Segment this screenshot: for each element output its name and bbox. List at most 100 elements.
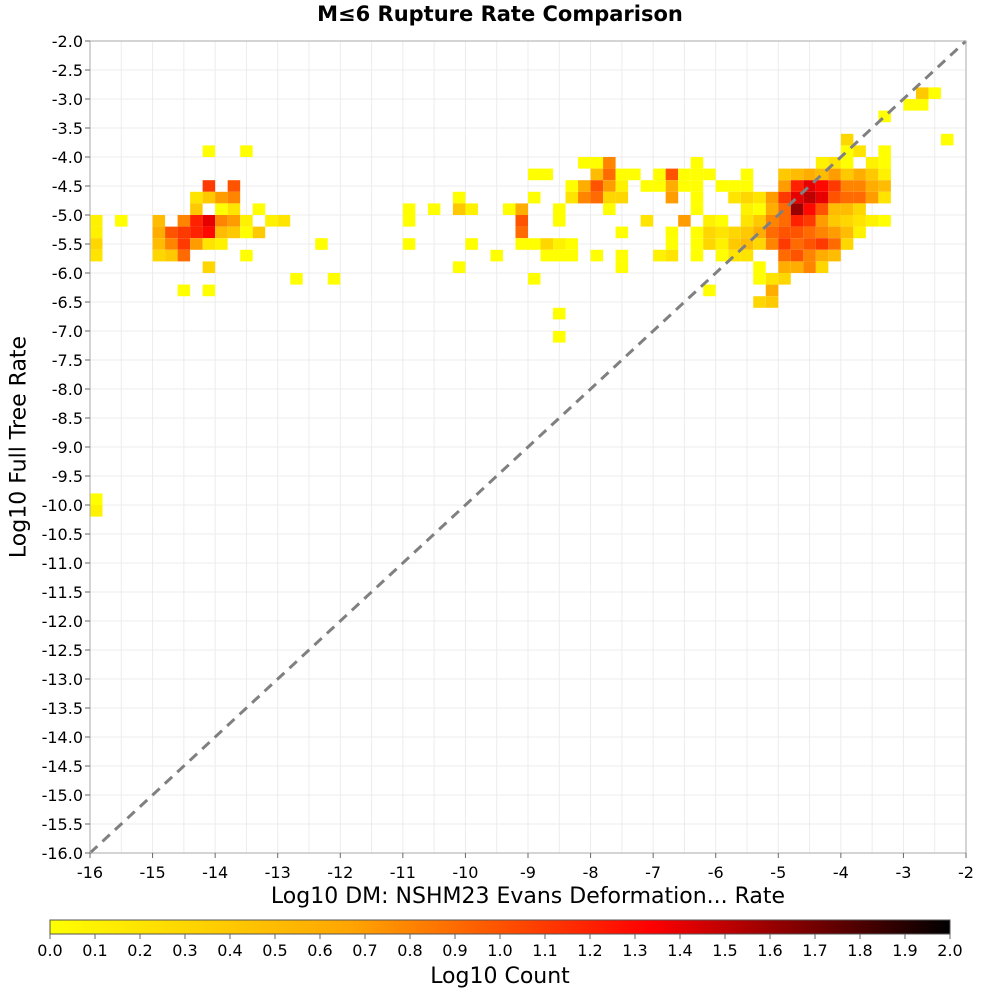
x-tick-label: -12 <box>327 863 353 882</box>
heatmap-cell <box>828 168 841 181</box>
heatmap-cell <box>765 238 779 250</box>
heatmap-cell <box>515 238 528 250</box>
heatmap-cell <box>728 226 741 239</box>
heatmap-cell <box>240 249 253 262</box>
y-tick-label: -4.5 <box>52 177 83 196</box>
heatmap-cell <box>765 296 779 308</box>
heatmap-cell <box>240 215 253 227</box>
chart-title: M≤6 Rupture Rate Comparison <box>317 2 683 26</box>
heatmap-cell <box>790 203 804 215</box>
heatmap-cell <box>578 191 591 204</box>
colorbar-tick-label: 0.4 <box>217 941 242 960</box>
heatmap-cell <box>765 273 779 285</box>
colorbar-tick-label: 1.4 <box>667 941 692 960</box>
heatmap-cell <box>703 215 716 227</box>
heatmap-cell <box>828 203 841 215</box>
heatmap-cell <box>177 238 191 250</box>
heatmap-cell <box>690 191 704 204</box>
heatmap-cell <box>765 215 779 227</box>
heatmap-cell <box>765 203 779 215</box>
heatmap-cell <box>603 168 616 181</box>
heatmap-cell <box>790 168 804 181</box>
heatmap-cell <box>565 180 579 192</box>
heatmap-cell <box>152 226 166 239</box>
heatmap-cell <box>778 261 791 273</box>
heatmap-cell <box>90 505 103 517</box>
heatmap-cell <box>790 249 804 262</box>
heatmap-cell <box>840 157 854 169</box>
heatmap-cell <box>152 215 166 227</box>
colorbar-tick-label: 1.8 <box>847 941 872 960</box>
colorbar-tick-label: 1.7 <box>802 941 827 960</box>
heatmap-cell <box>815 261 829 273</box>
heatmap-cell <box>778 203 791 215</box>
heatmap-cell <box>878 157 891 169</box>
heatmap-cell <box>690 203 704 215</box>
colorbar-tick-label: 0.0 <box>37 941 62 960</box>
heatmap-cell <box>177 249 191 262</box>
heatmap-cell <box>165 238 178 250</box>
heatmap-cell <box>928 87 941 99</box>
y-tick-label: -5.5 <box>52 235 83 254</box>
colorbar-label: Log10 Count <box>430 964 570 989</box>
heatmap-cell <box>190 226 203 239</box>
y-tick-label: -12.5 <box>42 641 83 660</box>
heatmap-cell <box>828 238 841 250</box>
heatmap-cell <box>590 191 604 204</box>
heatmap-cell <box>202 191 216 204</box>
heatmap-cell <box>715 238 729 250</box>
heatmap-cell <box>740 168 754 181</box>
x-tick-label: -8 <box>583 863 599 882</box>
heatmap-cell <box>715 226 729 239</box>
heatmap-cell <box>803 168 816 181</box>
heatmap-cell <box>753 273 766 285</box>
colorbar-tick-label: 0.2 <box>127 941 152 960</box>
heatmap-cell <box>703 226 716 239</box>
heatmap-cell <box>402 238 416 250</box>
heatmap-cell <box>740 238 754 250</box>
heatmap-cell <box>703 168 716 181</box>
heatmap-cell <box>865 191 879 204</box>
heatmap-cell <box>590 180 604 192</box>
heatmap-cell <box>227 191 241 204</box>
heatmap-cell <box>177 215 191 227</box>
heatmap-cell <box>653 249 666 262</box>
heatmap-cell <box>202 180 216 192</box>
heatmap-cell <box>803 226 816 239</box>
heatmap-cell <box>840 238 854 250</box>
heatmap-cell <box>790 215 804 227</box>
heatmap-cell <box>715 249 729 262</box>
heatmap-cell <box>840 215 854 227</box>
y-tick-label: -11.5 <box>42 583 83 602</box>
heatmap-cell <box>740 226 754 239</box>
heatmap-cell <box>753 215 766 227</box>
heatmap-cell <box>865 215 879 227</box>
y-axis: -2.0 -2.5 -3.0 -3.5 -4.0 -4.5 -5.0 -5.5 -6.0 -6.5… <box>42 32 90 863</box>
heatmap-cell <box>740 249 754 262</box>
heatmap-cell <box>665 191 679 204</box>
y-tick-label: -2.0 <box>52 32 83 51</box>
heatmap-cell <box>165 249 178 262</box>
heatmap-cell <box>840 168 854 181</box>
heatmap-cell <box>740 191 754 204</box>
heatmap-cell <box>840 191 854 204</box>
heatmap-cell <box>690 238 704 250</box>
heatmap-cell <box>878 110 891 123</box>
heatmap-cell <box>753 226 766 239</box>
heatmap-cell <box>553 215 566 227</box>
heatmap-cell <box>878 168 891 181</box>
heatmap-cell <box>815 249 829 262</box>
heatmap-cell <box>603 180 616 192</box>
y-axis-label: Log10 Full Tree Rate <box>6 335 32 559</box>
heatmap-cell <box>540 238 554 250</box>
heatmap-cell <box>427 203 441 215</box>
heatmap-cell <box>553 331 566 343</box>
heatmap-cell <box>878 145 891 157</box>
y-tick-label: -15.5 <box>42 815 83 834</box>
heatmap-cell <box>803 203 816 215</box>
heatmap-cell <box>878 180 891 192</box>
heatmap-cell <box>615 261 629 273</box>
heatmap-cell <box>227 203 241 215</box>
heatmap-cell <box>565 249 579 262</box>
heatmap-cell <box>715 180 729 192</box>
